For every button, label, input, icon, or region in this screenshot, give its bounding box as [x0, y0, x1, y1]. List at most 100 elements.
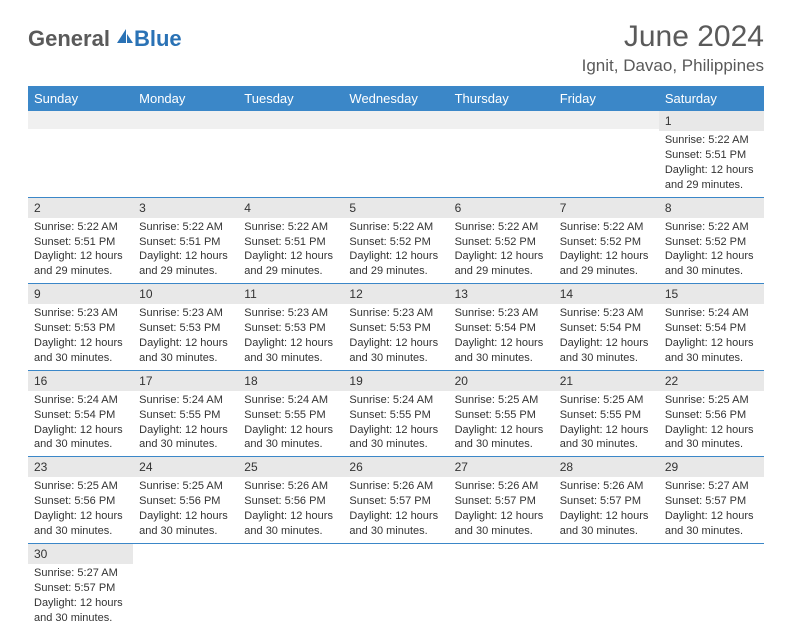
sunset-text: Sunset: 5:51 PM — [139, 235, 232, 250]
sunset-text: Sunset: 5:52 PM — [455, 235, 548, 250]
calendar-cell: 11Sunrise: 5:23 AMSunset: 5:53 PMDayligh… — [238, 284, 343, 371]
day-content: Sunrise: 5:27 AMSunset: 5:57 PMDaylight:… — [659, 477, 764, 542]
col-header: Friday — [554, 86, 659, 111]
day-number: 8 — [659, 198, 764, 218]
daylight-text: Daylight: 12 hours and 30 minutes. — [349, 423, 442, 453]
daylight-text: Daylight: 12 hours and 30 minutes. — [244, 336, 337, 366]
calendar-cell: 27Sunrise: 5:26 AMSunset: 5:57 PMDayligh… — [449, 457, 554, 544]
calendar-head: SundayMondayTuesdayWednesdayThursdayFrid… — [28, 86, 764, 111]
daylight-text: Daylight: 12 hours and 29 minutes. — [665, 163, 758, 193]
day-content: Sunrise: 5:23 AMSunset: 5:53 PMDaylight:… — [133, 304, 238, 369]
logo-text-blue: Blue — [134, 26, 182, 52]
calendar-cell: 21Sunrise: 5:25 AMSunset: 5:55 PMDayligh… — [554, 370, 659, 457]
sunset-text: Sunset: 5:55 PM — [455, 408, 548, 423]
col-header: Wednesday — [343, 86, 448, 111]
calendar-cell — [449, 543, 554, 629]
day-content: Sunrise: 5:24 AMSunset: 5:54 PMDaylight:… — [28, 391, 133, 456]
day-content: Sunrise: 5:23 AMSunset: 5:54 PMDaylight:… — [449, 304, 554, 369]
calendar-cell — [554, 543, 659, 629]
sunset-text: Sunset: 5:54 PM — [560, 321, 653, 336]
daylight-text: Daylight: 12 hours and 30 minutes. — [455, 423, 548, 453]
daylight-text: Daylight: 12 hours and 29 minutes. — [349, 249, 442, 279]
day-number: 4 — [238, 198, 343, 218]
sunset-text: Sunset: 5:57 PM — [665, 494, 758, 509]
sunset-text: Sunset: 5:51 PM — [34, 235, 127, 250]
sunset-text: Sunset: 5:56 PM — [665, 408, 758, 423]
sunset-text: Sunset: 5:54 PM — [455, 321, 548, 336]
sunset-text: Sunset: 5:57 PM — [455, 494, 548, 509]
sunset-text: Sunset: 5:53 PM — [244, 321, 337, 336]
calendar-cell: 13Sunrise: 5:23 AMSunset: 5:54 PMDayligh… — [449, 284, 554, 371]
sunrise-text: Sunrise: 5:26 AM — [560, 479, 653, 494]
day-content: Sunrise: 5:23 AMSunset: 5:53 PMDaylight:… — [343, 304, 448, 369]
daylight-text: Daylight: 12 hours and 30 minutes. — [665, 423, 758, 453]
day-number: 19 — [343, 371, 448, 391]
daylight-text: Daylight: 12 hours and 30 minutes. — [349, 509, 442, 539]
day-number: 17 — [133, 371, 238, 391]
day-number: 26 — [343, 457, 448, 477]
sunrise-text: Sunrise: 5:22 AM — [349, 220, 442, 235]
day-number: 27 — [449, 457, 554, 477]
day-number: 6 — [449, 198, 554, 218]
sunrise-text: Sunrise: 5:25 AM — [455, 393, 548, 408]
calendar-cell: 23Sunrise: 5:25 AMSunset: 5:56 PMDayligh… — [28, 457, 133, 544]
calendar-cell: 29Sunrise: 5:27 AMSunset: 5:57 PMDayligh… — [659, 457, 764, 544]
sunrise-text: Sunrise: 5:22 AM — [139, 220, 232, 235]
col-header: Sunday — [28, 86, 133, 111]
calendar-cell — [449, 111, 554, 197]
day-number: 29 — [659, 457, 764, 477]
calendar-cell — [133, 111, 238, 197]
sunrise-text: Sunrise: 5:25 AM — [665, 393, 758, 408]
day-number: 10 — [133, 284, 238, 304]
calendar-cell: 7Sunrise: 5:22 AMSunset: 5:52 PMDaylight… — [554, 197, 659, 284]
daylight-text: Daylight: 12 hours and 29 minutes. — [455, 249, 548, 279]
daylight-text: Daylight: 12 hours and 30 minutes. — [139, 423, 232, 453]
sunrise-text: Sunrise: 5:26 AM — [349, 479, 442, 494]
sunrise-text: Sunrise: 5:23 AM — [34, 306, 127, 321]
day-number: 24 — [133, 457, 238, 477]
daylight-text: Daylight: 12 hours and 30 minutes. — [349, 336, 442, 366]
day-number: 28 — [554, 457, 659, 477]
sunrise-text: Sunrise: 5:27 AM — [665, 479, 758, 494]
day-number: 13 — [449, 284, 554, 304]
day-content: Sunrise: 5:26 AMSunset: 5:57 PMDaylight:… — [449, 477, 554, 542]
sunrise-text: Sunrise: 5:23 AM — [139, 306, 232, 321]
sunrise-text: Sunrise: 5:22 AM — [244, 220, 337, 235]
calendar-row: 30Sunrise: 5:27 AMSunset: 5:57 PMDayligh… — [28, 543, 764, 629]
day-number: 9 — [28, 284, 133, 304]
day-number: 22 — [659, 371, 764, 391]
daylight-text: Daylight: 12 hours and 30 minutes. — [665, 249, 758, 279]
sunrise-text: Sunrise: 5:22 AM — [560, 220, 653, 235]
daylight-text: Daylight: 12 hours and 30 minutes. — [34, 423, 127, 453]
day-content: Sunrise: 5:25 AMSunset: 5:56 PMDaylight:… — [133, 477, 238, 542]
logo-text-general: General — [28, 26, 110, 52]
sunset-text: Sunset: 5:56 PM — [244, 494, 337, 509]
sunset-text: Sunset: 5:51 PM — [244, 235, 337, 250]
calendar-cell: 30Sunrise: 5:27 AMSunset: 5:57 PMDayligh… — [28, 543, 133, 629]
calendar-cell: 6 Sunrise: 5:22 AMSunset: 5:52 PMDaylight… — [449, 197, 554, 284]
daylight-text: Daylight: 12 hours and 30 minutes. — [560, 423, 653, 453]
day-content: Sunrise: 5:23 AMSunset: 5:53 PMDaylight:… — [28, 304, 133, 369]
sunset-text: Sunset: 5:53 PM — [349, 321, 442, 336]
calendar-cell: 25Sunrise: 5:26 AMSunset: 5:56 PMDayligh… — [238, 457, 343, 544]
daylight-text: Daylight: 12 hours and 30 minutes. — [244, 423, 337, 453]
page-header: General Blue June 2024 Ignit, Davao, Phi… — [28, 20, 764, 76]
col-header: Thursday — [449, 86, 554, 111]
day-number: 25 — [238, 457, 343, 477]
calendar-cell: 26Sunrise: 5:26 AMSunset: 5:57 PMDayligh… — [343, 457, 448, 544]
col-header: Monday — [133, 86, 238, 111]
day-content: Sunrise: 5:22 AMSunset: 5:51 PMDaylight:… — [28, 218, 133, 283]
daylight-text: Daylight: 12 hours and 30 minutes. — [455, 336, 548, 366]
calendar-cell — [28, 111, 133, 197]
sunset-text: Sunset: 5:55 PM — [560, 408, 653, 423]
calendar-row: 16Sunrise: 5:24 AMSunset: 5:54 PMDayligh… — [28, 370, 764, 457]
sunrise-text: Sunrise: 5:27 AM — [34, 566, 127, 581]
sunrise-text: Sunrise: 5:22 AM — [455, 220, 548, 235]
sunrise-text: Sunrise: 5:25 AM — [139, 479, 232, 494]
day-number: 23 — [28, 457, 133, 477]
calendar-cell: 5Sunrise: 5:22 AMSunset: 5:52 PMDaylight… — [343, 197, 448, 284]
daylight-text: Daylight: 12 hours and 30 minutes. — [139, 509, 232, 539]
sunrise-text: Sunrise: 5:22 AM — [665, 133, 758, 148]
calendar-cell: 4Sunrise: 5:22 AMSunset: 5:51 PMDaylight… — [238, 197, 343, 284]
sunset-text: Sunset: 5:57 PM — [34, 581, 127, 596]
